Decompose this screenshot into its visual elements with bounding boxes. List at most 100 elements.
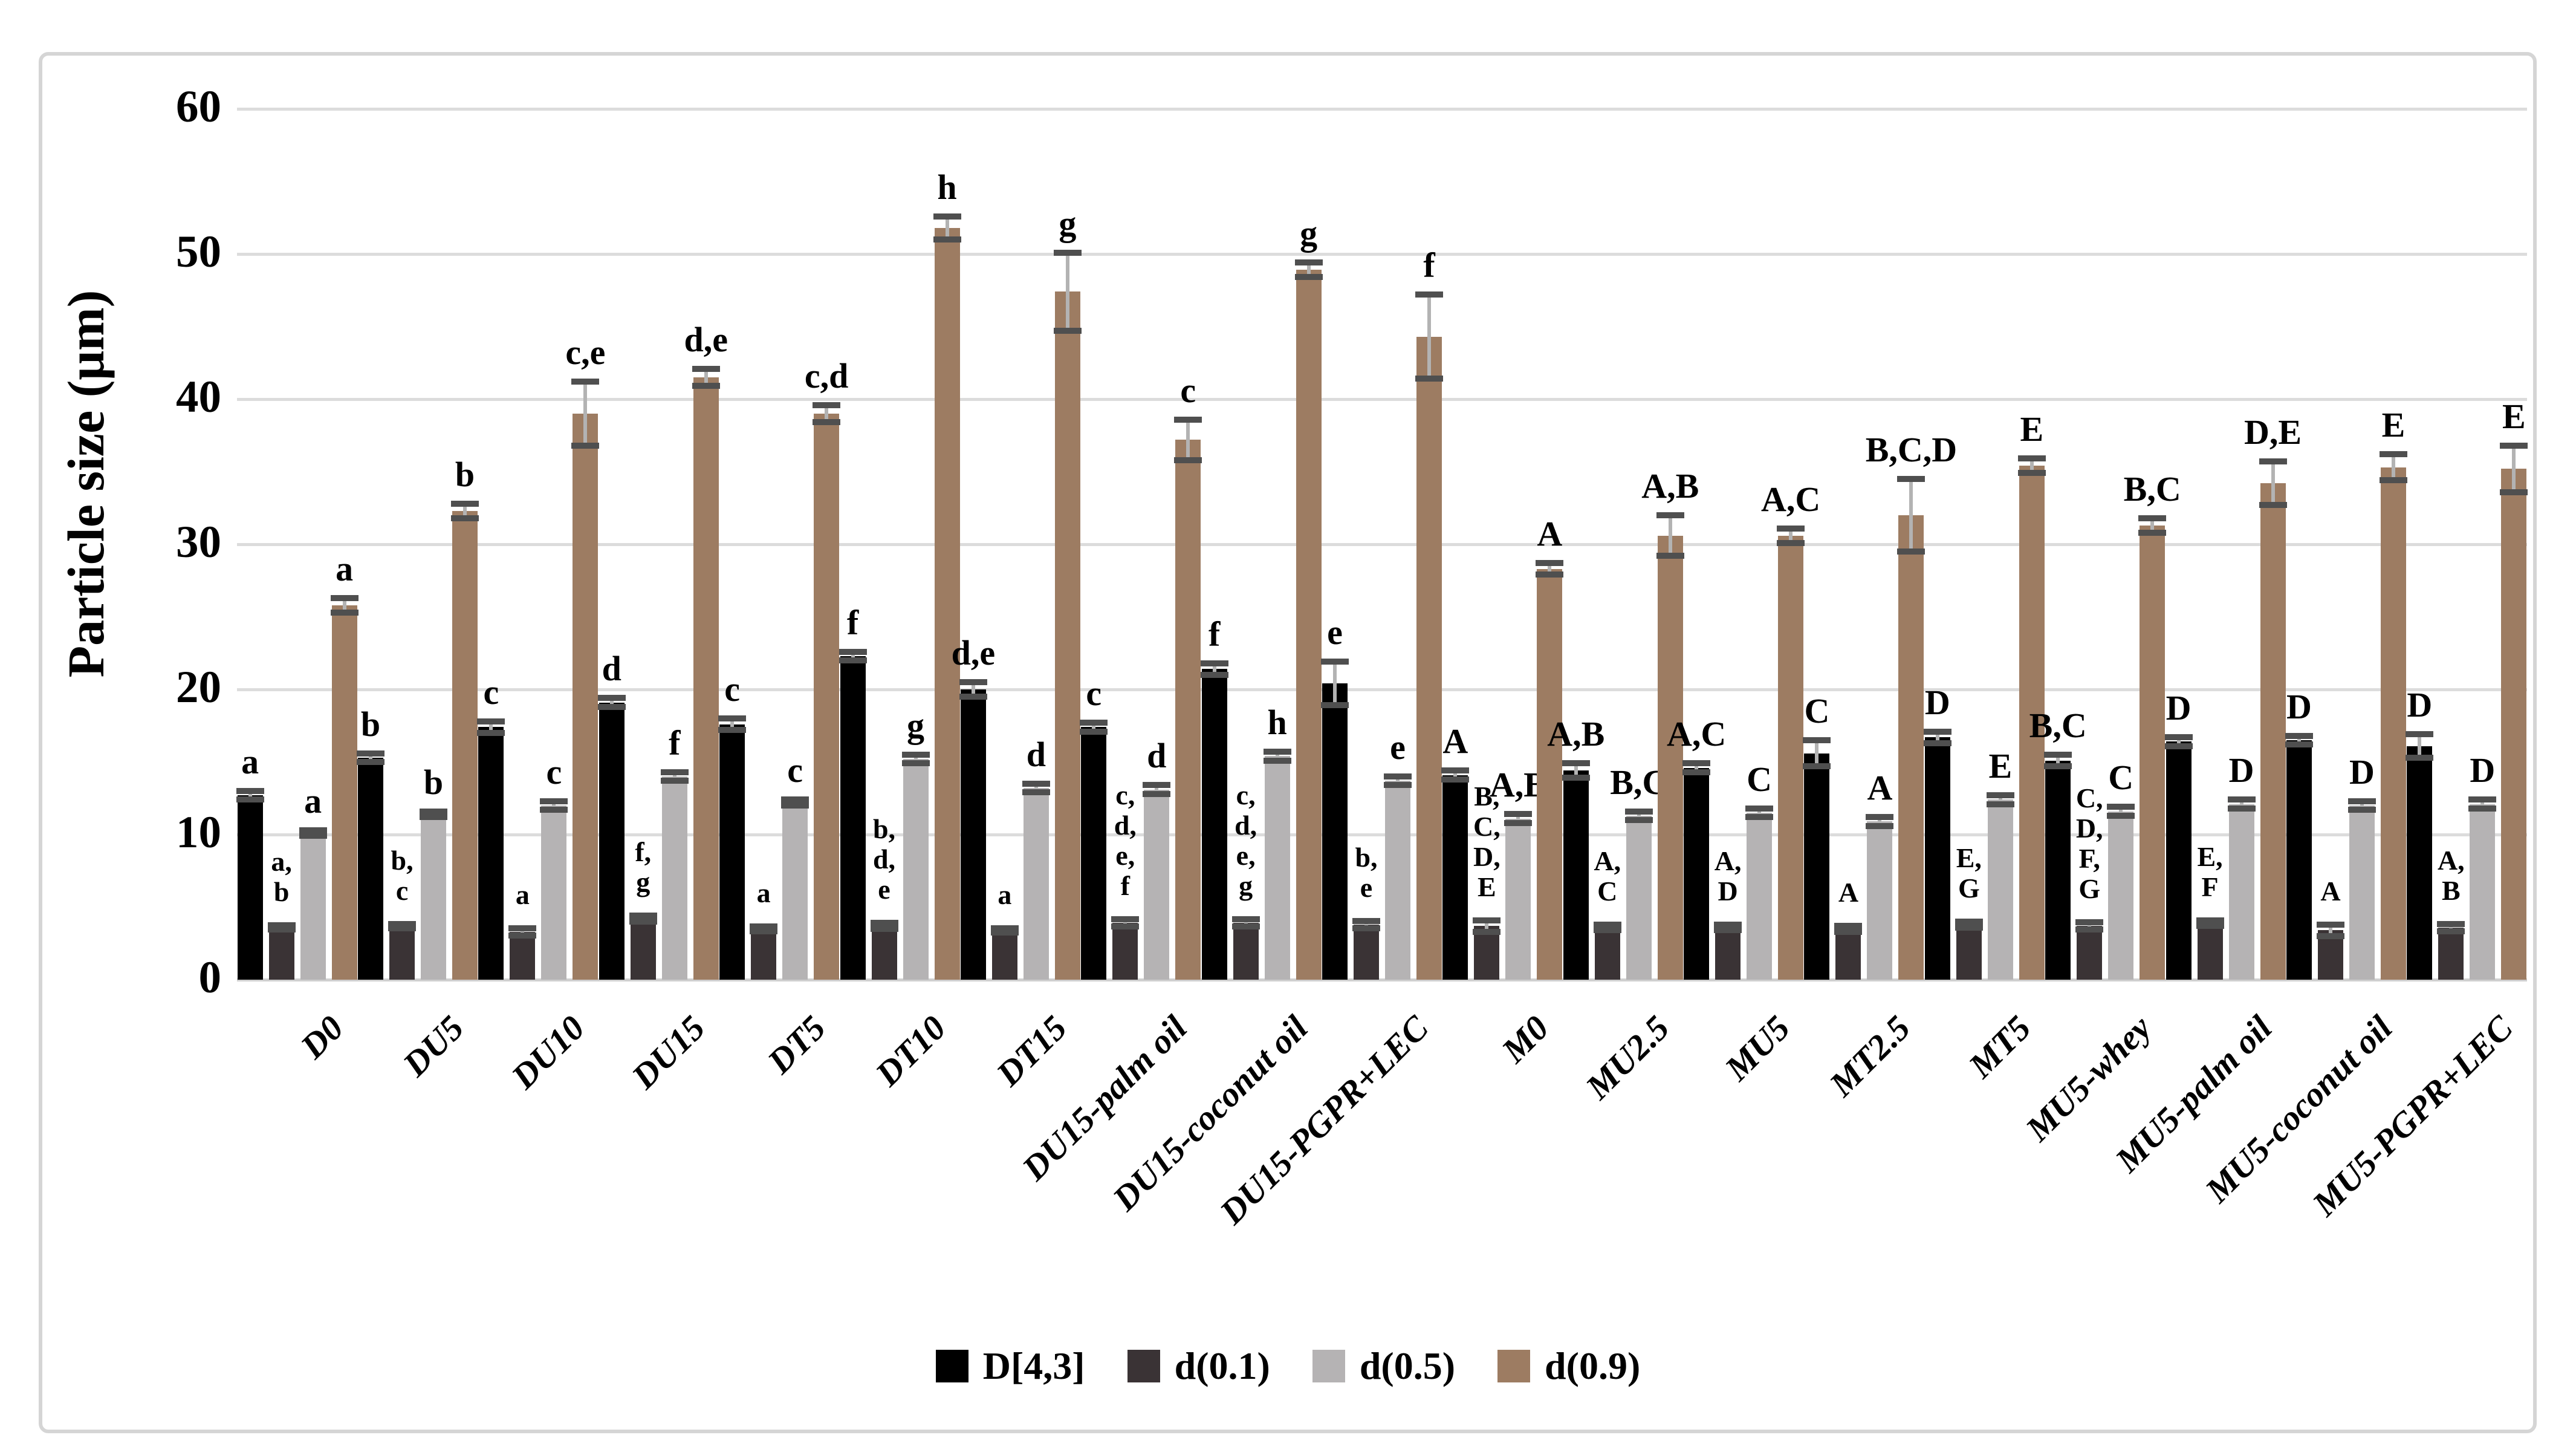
- error-cap-low-d(0.9)-MU2.5: [1656, 553, 1684, 559]
- error-cap-high-d(0.9)-DU10: [571, 379, 600, 385]
- error-bar-D[4,3]-DU15: [609, 698, 614, 707]
- error-bar-d(0.5)-MU2.5: [1637, 811, 1641, 820]
- legend-item-d(0.5): d(0.5): [1312, 1344, 1455, 1388]
- error-cap-high-D[4,3]-MU5-whey: [2044, 752, 2072, 758]
- sig-letters-D[4,3]-MT5: D: [1924, 682, 1950, 722]
- error-cap-low-D[4,3]-DU5: [357, 759, 385, 765]
- sig-letters-D[4,3]-M0: A: [1442, 721, 1468, 761]
- legend-swatch-D[4,3]: [935, 1350, 968, 1382]
- sig-letter-line: E,: [1956, 842, 1982, 873]
- sig-letters-d(0.5)-MU5-palm oil: D: [2228, 750, 2254, 790]
- sig-letters-d(0.5)-D0: a: [304, 781, 322, 821]
- bar-d(0.5)-D0: [300, 833, 326, 980]
- error-cap-low-d(0.9)-DT10: [933, 236, 961, 242]
- error-cap-high-d(0.9)-DU15-coconut oil: [1294, 259, 1323, 266]
- error-cap-low-d(0.9)-DU15-palm oil: [1174, 457, 1202, 463]
- legend-item-d(0.1): d(0.1): [1127, 1344, 1270, 1388]
- error-cap-high-d(0.1)-DU15-coconut oil: [1231, 916, 1260, 923]
- sig-letters-d(0.9)-MU5-coconut oil: E: [2381, 405, 2406, 445]
- sig-letters-d(0.9)-D0: a: [336, 548, 354, 588]
- sig-letter-line: c,: [1236, 780, 1256, 811]
- sig-letter-line: b,: [1355, 841, 1378, 873]
- error-cap-high-d(0.5)-M0: [1504, 811, 1533, 818]
- error-bar-D[4,3]-MU5-coconut oil: [2297, 735, 2301, 745]
- error-cap-low-d(0.1)-DU10: [508, 932, 537, 939]
- sig-letters-d(0.5)-DU10: c: [546, 752, 562, 792]
- sig-letter-line: B,: [1474, 780, 1500, 812]
- sig-letters-d(0.1)-DU15-PGPR+LEC: b, e: [1315, 842, 1418, 903]
- sig-letter-line: f,: [635, 836, 652, 868]
- error-cap-low-d(0.5)-DU5: [420, 814, 448, 821]
- bar-D[4,3]-MU5: [1684, 767, 1710, 980]
- sig-letter-line: a: [998, 879, 1012, 910]
- sig-letter-line: c,: [1115, 780, 1135, 811]
- sig-letter-line: C,: [2075, 783, 2103, 814]
- y-axis-title: Particle size (μm): [57, 290, 115, 678]
- error-bar-d(0.5)-MT2.5: [1878, 817, 1882, 826]
- bar-d(0.1)-M0: [1474, 926, 1500, 980]
- y-tick-label-10: 10: [176, 807, 221, 858]
- sig-letters-d(0.5)-DT10: g: [907, 706, 925, 745]
- sig-letters-d(0.9)-MU5-palm oil: D,E: [2244, 412, 2302, 452]
- error-cap-high-d(0.9)-MU5-palm oil: [2259, 458, 2287, 465]
- error-cap-high-d(0.5)-DU5: [420, 808, 448, 815]
- error-bar-D[4,3]-DU5: [369, 753, 373, 762]
- bar-D[4,3]-DU15: [599, 702, 625, 980]
- error-cap-high-d(0.5)-DU15-palm oil: [1143, 782, 1171, 789]
- error-cap-low-d(0.5)-MU5-palm oil: [2227, 805, 2256, 812]
- bar-D[4,3]-MT2.5: [1804, 753, 1830, 980]
- bar-D[4,3]-DT5: [719, 724, 745, 980]
- sig-letter-line: A: [2320, 875, 2341, 907]
- error-cap-low-d(0.1)-MU5-PGPR+LEC: [2437, 928, 2465, 934]
- bar-d(0.1)-MT2.5: [1835, 929, 1861, 980]
- y-tick-label-50: 50: [176, 227, 221, 277]
- gridline-40: [237, 398, 2527, 401]
- legend-swatch-d(0.1): [1127, 1350, 1160, 1382]
- sig-letters-D[4,3]-DT10: f: [846, 602, 859, 642]
- sig-letters-d(0.9)-M0: A: [1537, 514, 1563, 554]
- error-bar-d(0.9)-DT10: [945, 216, 949, 239]
- sig-letter-line: F: [2201, 871, 2219, 902]
- sig-letters-D[4,3]-MT2.5: C: [1804, 691, 1830, 731]
- sig-letter-line: d,: [1114, 810, 1137, 841]
- error-cap-high-d(0.1)-MU5-PGPR+LEC: [2437, 920, 2465, 927]
- sig-letters-d(0.1)-MT5: E, G: [1918, 843, 2020, 903]
- bar-d(0.1)-DT10: [871, 926, 897, 980]
- error-cap-high-d(0.1)-DU15-palm oil: [1111, 916, 1140, 923]
- sig-letter-line: D: [1718, 875, 1738, 907]
- bar-d(0.5)-DU5: [421, 814, 447, 980]
- sig-letter-line: b: [273, 876, 290, 907]
- bar-d(0.9)-DT10: [934, 227, 960, 980]
- bar-d(0.9)-MU5-palm oil: [2260, 483, 2286, 980]
- error-cap-high-D[4,3]-M0: [1441, 767, 1470, 774]
- y-tick-label-20: 20: [176, 662, 221, 712]
- sig-letter-line: E,: [2197, 841, 2223, 872]
- error-cap-low-d(0.1)-MU5-palm oil: [2196, 923, 2224, 929]
- error-cap-low-d(0.5)-D0: [299, 833, 327, 839]
- error-cap-low-d(0.1)-MU5-coconut oil: [2316, 933, 2344, 939]
- error-cap-low-D[4,3]-MU5-palm oil: [2164, 743, 2193, 749]
- sig-letters-d(0.5)-MU5-whey: C: [2108, 758, 2134, 798]
- error-bar-d(0.9)-DT5: [825, 405, 829, 423]
- error-bar-d(0.9)-M0: [1548, 563, 1552, 575]
- error-bar-d(0.5)-MT5: [1998, 795, 2002, 804]
- error-cap-low-d(0.1)-DU5: [388, 925, 417, 931]
- sig-letters-d(0.9)-MU5-whey: B,C: [2123, 469, 2181, 509]
- sig-letters-d(0.9)-MU5: A,C: [1760, 479, 1821, 519]
- gridline-30: [237, 543, 2527, 546]
- sig-letter-line: A,: [1714, 845, 1742, 876]
- error-cap-low-d(0.1)-DU15-palm oil: [1111, 923, 1140, 930]
- error-cap-high-D[4,3]-DU15: [597, 695, 626, 701]
- sig-letters-d(0.1)-MT2.5: A: [1797, 877, 1900, 908]
- error-cap-low-d(0.1)-MT2.5: [1834, 928, 1863, 935]
- error-cap-low-d(0.9)-MU5: [1777, 539, 1805, 546]
- sig-letters-d(0.5)-MU5-PGPR+LEC: D: [2470, 750, 2496, 790]
- error-cap-high-D[4,3]-MT2.5: [1803, 737, 1831, 743]
- error-cap-low-d(0.9)-MT5: [2017, 470, 2046, 477]
- legend-label-d(0.9): d(0.9): [1545, 1344, 1641, 1387]
- bar-d(0.5)-MT2.5: [1867, 821, 1893, 980]
- sig-letter-line: G: [1958, 873, 1980, 903]
- sig-letter-line: e: [878, 874, 891, 905]
- sig-letters-d(0.1)-DT10: b, d, e: [833, 814, 936, 905]
- sig-letters-d(0.9)-MU5-PGPR+LEC: E: [2502, 396, 2526, 436]
